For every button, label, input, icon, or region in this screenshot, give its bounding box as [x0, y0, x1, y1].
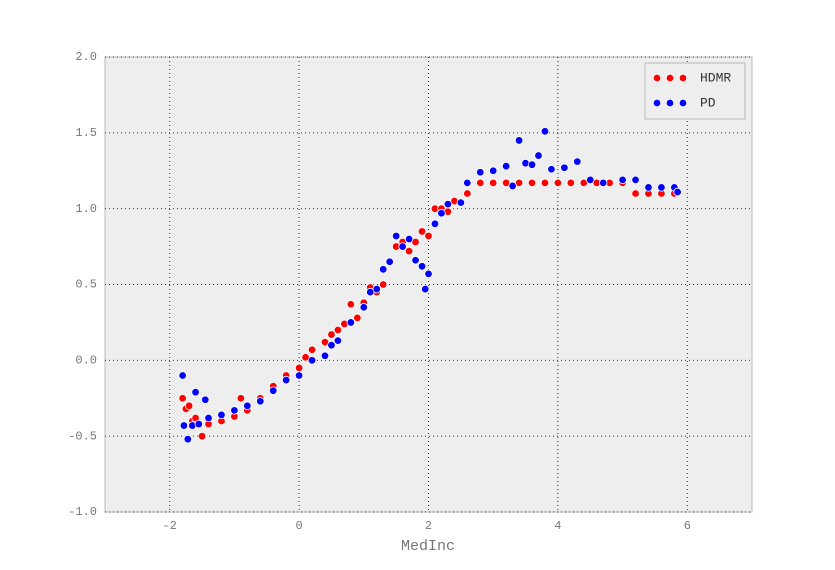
scatter-point [230, 406, 239, 415]
scatter-point [489, 178, 498, 188]
scatter-point [385, 257, 394, 266]
y-tick-label: -1.0 [68, 505, 97, 519]
scatter-point [307, 356, 317, 365]
scatter-point [631, 189, 640, 198]
scatter-point [256, 397, 265, 406]
scatter-point [421, 284, 430, 294]
legend-marker [678, 98, 688, 108]
scatter-point [372, 284, 381, 294]
scatter-point [294, 363, 304, 373]
scatter-point [183, 435, 193, 444]
scatter-point [534, 151, 543, 160]
x-tick-label: 4 [554, 519, 561, 533]
y-tick-label: 0.0 [75, 354, 97, 368]
scatter-point [204, 413, 213, 423]
scatter-point [417, 227, 427, 236]
scatter-point [586, 175, 595, 185]
scatter-point [489, 166, 498, 175]
x-tick-label: 6 [684, 519, 691, 533]
scatter-point [424, 231, 433, 241]
scatter-point [327, 340, 336, 350]
legend-marker [665, 98, 675, 108]
scatter-point [201, 395, 210, 404]
y-tick-label: 2.0 [75, 50, 97, 64]
scatter-point [657, 183, 666, 192]
scatter-point [236, 394, 246, 403]
scatter-point [333, 336, 343, 345]
scatter-point [379, 265, 388, 274]
scatter-point [424, 269, 433, 279]
scatter-point [508, 181, 517, 191]
y-tick-label: 1.0 [75, 202, 97, 216]
scatter-point [346, 318, 356, 327]
scatter-point [417, 262, 427, 271]
legend-label: HDMR [700, 70, 731, 85]
plot-area [104, 56, 753, 513]
scatter-point [179, 421, 189, 430]
scatter-point [178, 371, 187, 380]
scatter-point [560, 163, 569, 172]
scatter-point [443, 199, 453, 209]
scatter-point [191, 387, 200, 397]
scatter-point [437, 209, 446, 218]
scatter-point [456, 198, 466, 207]
scatter-point [346, 300, 356, 309]
legend-marker [652, 98, 662, 108]
x-axis-label: MedInc [401, 538, 455, 555]
legend-marker [665, 73, 675, 83]
scatter-point [294, 371, 304, 380]
scatter-point [359, 303, 368, 312]
y-tick-label: 0.5 [75, 278, 97, 292]
scatter-point [197, 431, 207, 441]
scatter-point [430, 219, 440, 229]
scatter-point [547, 165, 556, 174]
scatter-point [527, 160, 537, 169]
x-tick-label: -2 [162, 519, 176, 533]
scatter-point [463, 189, 472, 198]
scatter-point [566, 178, 576, 188]
scatter-point [281, 375, 291, 385]
scatter-point [476, 178, 485, 188]
scatter-point [404, 246, 414, 256]
scatter-point [391, 231, 401, 241]
scatter-point [476, 168, 485, 177]
scatter-point [540, 178, 550, 188]
legend-label: PD [700, 95, 716, 110]
scatter-point [411, 256, 420, 265]
scatter-point [404, 234, 414, 244]
scatter-point [243, 401, 252, 411]
x-tick-label: 2 [425, 519, 432, 533]
scatter-point [514, 136, 524, 145]
legend-marker [678, 73, 688, 83]
scatter-point [307, 345, 317, 354]
y-tick-label: -0.5 [68, 429, 97, 443]
scatter-point [618, 175, 627, 185]
scatter-point [398, 242, 407, 251]
scatter-point [184, 401, 194, 411]
scatter-point [320, 351, 330, 360]
scatter-point [379, 280, 388, 289]
scatter-point [540, 127, 550, 136]
y-tick-label: 1.5 [75, 126, 97, 140]
scatter-point [527, 178, 537, 188]
scatter-point [353, 313, 362, 323]
x-tick-label: 0 [295, 519, 302, 533]
scatter-point [333, 325, 343, 335]
scatter-point [194, 419, 204, 429]
scatter-point [327, 330, 336, 339]
scatter-point [644, 183, 653, 192]
legend-marker [652, 73, 662, 83]
scatter-point [269, 386, 278, 395]
scatter-point [673, 187, 682, 197]
scatter-point [501, 161, 511, 171]
scatter-point [598, 178, 608, 188]
legend-box [644, 62, 746, 120]
scatter-point [573, 157, 582, 166]
scatter-point [463, 178, 472, 188]
scatter-point [217, 410, 226, 420]
scatter-point [631, 175, 640, 185]
scatter-point [553, 178, 563, 188]
scatter-point [178, 394, 187, 403]
